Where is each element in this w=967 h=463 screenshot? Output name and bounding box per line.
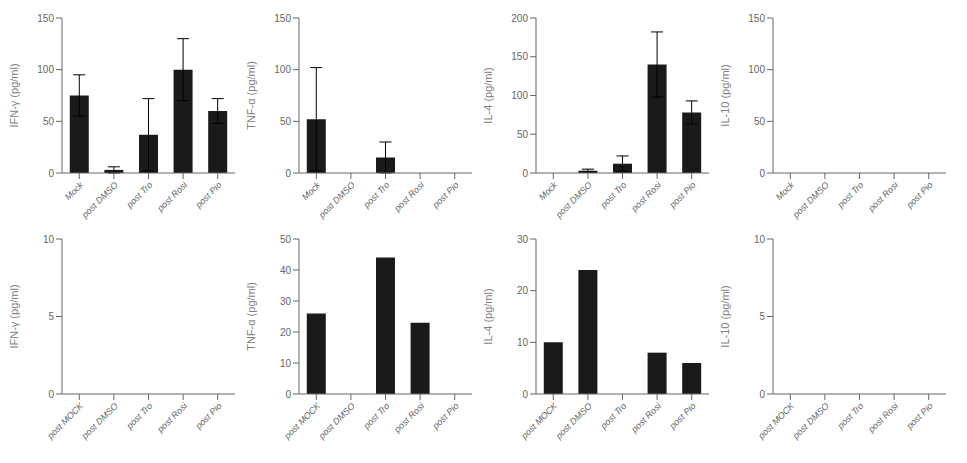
svg-text:post Tro: post Tro [598, 180, 629, 211]
svg-text:post DMSO: post DMSO [79, 401, 120, 442]
svg-text:150: 150 [511, 51, 528, 62]
svg-text:0: 0 [759, 389, 765, 400]
svg-text:0: 0 [522, 389, 528, 400]
svg-text:0: 0 [759, 168, 765, 179]
svg-text:10: 10 [517, 337, 529, 348]
svg-text:post MOCK: post MOCK [45, 400, 86, 441]
svg-text:post Rosi: post Rosi [392, 179, 427, 214]
svg-text:Mock: Mock [63, 180, 86, 203]
svg-text:10: 10 [754, 234, 766, 245]
svg-text:post Pio: post Pio [193, 180, 224, 211]
svg-text:150: 150 [748, 13, 765, 24]
svg-text:Mock: Mock [774, 180, 797, 203]
svg-text:post Tro: post Tro [124, 401, 155, 432]
svg-text:post Rosi: post Rosi [866, 179, 901, 214]
svg-text:IL-4 (pg/ml): IL-4 (pg/ml) [482, 288, 494, 344]
svg-text:post DMSO: post DMSO [553, 180, 594, 221]
svg-text:TNF-α (pg/ml): TNF-α (pg/ml) [245, 282, 257, 351]
svg-text:100: 100 [37, 64, 54, 75]
svg-text:100: 100 [748, 64, 765, 75]
svg-text:post Tro: post Tro [835, 180, 866, 211]
svg-text:post MOCK: post MOCK [282, 400, 323, 441]
svg-text:post Pio: post Pio [430, 401, 461, 432]
svg-text:100: 100 [511, 90, 528, 101]
svg-text:post Rosi: post Rosi [155, 179, 190, 214]
svg-text:150: 150 [37, 13, 54, 24]
svg-text:post Tro: post Tro [835, 401, 866, 432]
svg-text:40: 40 [280, 265, 292, 276]
svg-text:post Tro: post Tro [124, 180, 155, 211]
svg-text:post Pio: post Pio [667, 180, 698, 211]
svg-text:post Pio: post Pio [904, 180, 935, 211]
svg-text:post Tro: post Tro [361, 180, 392, 211]
svg-text:TNF-α (pg/ml): TNF-α (pg/ml) [245, 61, 257, 130]
svg-text:post DMSO: post DMSO [790, 180, 831, 221]
svg-text:200: 200 [511, 13, 528, 24]
svg-text:10: 10 [43, 234, 55, 245]
svg-text:0: 0 [285, 389, 291, 400]
svg-text:0: 0 [522, 168, 528, 179]
svg-text:post MOCK: post MOCK [756, 400, 797, 441]
svg-text:50: 50 [280, 116, 292, 127]
svg-text:post DMSO: post DMSO [553, 401, 594, 442]
svg-text:5: 5 [48, 311, 54, 322]
svg-text:5: 5 [759, 311, 765, 322]
svg-text:post Rosi: post Rosi [629, 179, 664, 214]
svg-text:post Tro: post Tro [598, 401, 629, 432]
svg-text:post Pio: post Pio [904, 401, 935, 432]
svg-text:10: 10 [280, 358, 292, 369]
svg-text:150: 150 [274, 13, 291, 24]
svg-text:0: 0 [285, 168, 291, 179]
svg-text:30: 30 [517, 234, 529, 245]
svg-text:post Rosi: post Rosi [866, 400, 901, 435]
svg-text:0: 0 [48, 168, 54, 179]
svg-text:post Rosi: post Rosi [155, 400, 190, 435]
svg-text:50: 50 [43, 116, 55, 127]
svg-text:IFN-γ (pg/ml): IFN-γ (pg/ml) [8, 63, 20, 127]
svg-text:post Pio: post Pio [430, 180, 461, 211]
svg-text:IL-4 (pg/ml): IL-4 (pg/ml) [482, 67, 494, 123]
svg-text:Mock: Mock [537, 180, 560, 203]
svg-text:100: 100 [274, 64, 291, 75]
svg-text:post MOCK: post MOCK [519, 400, 560, 441]
svg-text:20: 20 [280, 327, 292, 338]
svg-text:post Rosi: post Rosi [629, 400, 664, 435]
svg-text:50: 50 [754, 116, 766, 127]
svg-text:IL-10 (pg/ml): IL-10 (pg/ml) [719, 285, 731, 347]
svg-text:50: 50 [280, 234, 292, 245]
svg-text:post DMSO: post DMSO [316, 401, 357, 442]
svg-text:post Rosi: post Rosi [392, 400, 427, 435]
svg-text:IL-10 (pg/ml): IL-10 (pg/ml) [719, 64, 731, 126]
svg-text:post Tro: post Tro [361, 401, 392, 432]
svg-text:post DMSO: post DMSO [316, 180, 357, 221]
svg-text:30: 30 [280, 296, 292, 307]
svg-text:20: 20 [517, 285, 529, 296]
svg-text:post Pio: post Pio [667, 401, 698, 432]
svg-text:50: 50 [517, 129, 529, 140]
svg-text:post DMSO: post DMSO [790, 401, 831, 442]
svg-text:IFN-γ (pg/ml): IFN-γ (pg/ml) [8, 284, 20, 348]
svg-text:post DMSO: post DMSO [79, 180, 120, 221]
svg-text:post Pio: post Pio [193, 401, 224, 432]
svg-text:Mock: Mock [300, 180, 323, 203]
svg-text:0: 0 [48, 389, 54, 400]
